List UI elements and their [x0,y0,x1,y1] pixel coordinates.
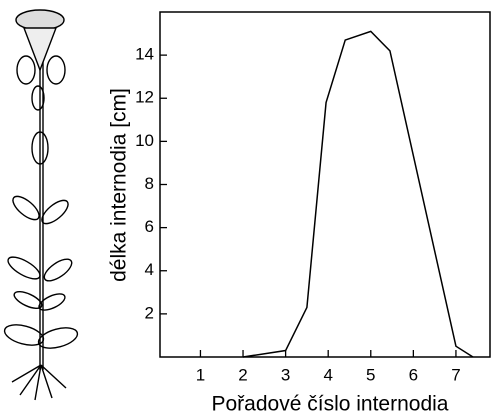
chart: délka internodia [cm] Pořadové číslo int… [0,0,493,418]
y-tick-label: 8 [145,174,154,193]
x-tick-label: 2 [238,365,247,384]
x-tick-label: 5 [366,365,375,384]
y-axis-label: délka internodia [cm] [108,88,131,282]
data-line [243,31,473,357]
x-tick-label: 7 [451,365,460,384]
plant-illustration [2,10,79,400]
page: délka internodia [cm] Pořadové číslo int… [0,0,493,418]
y-tick-label: 10 [135,131,154,150]
y-tick-label: 2 [145,303,154,322]
y-tick-label: 4 [145,260,154,279]
plot-frame [160,12,490,357]
y-tick-label: 6 [145,217,154,236]
x-tick-label: 1 [196,365,205,384]
x-tick-label: 3 [281,365,290,384]
y-tick-label: 12 [135,88,154,107]
x-axis-label: Pořadové číslo internodia [212,393,449,416]
x-tick-label: 4 [323,365,332,384]
x-tick-label: 6 [409,365,418,384]
y-tick-label: 14 [135,45,154,64]
